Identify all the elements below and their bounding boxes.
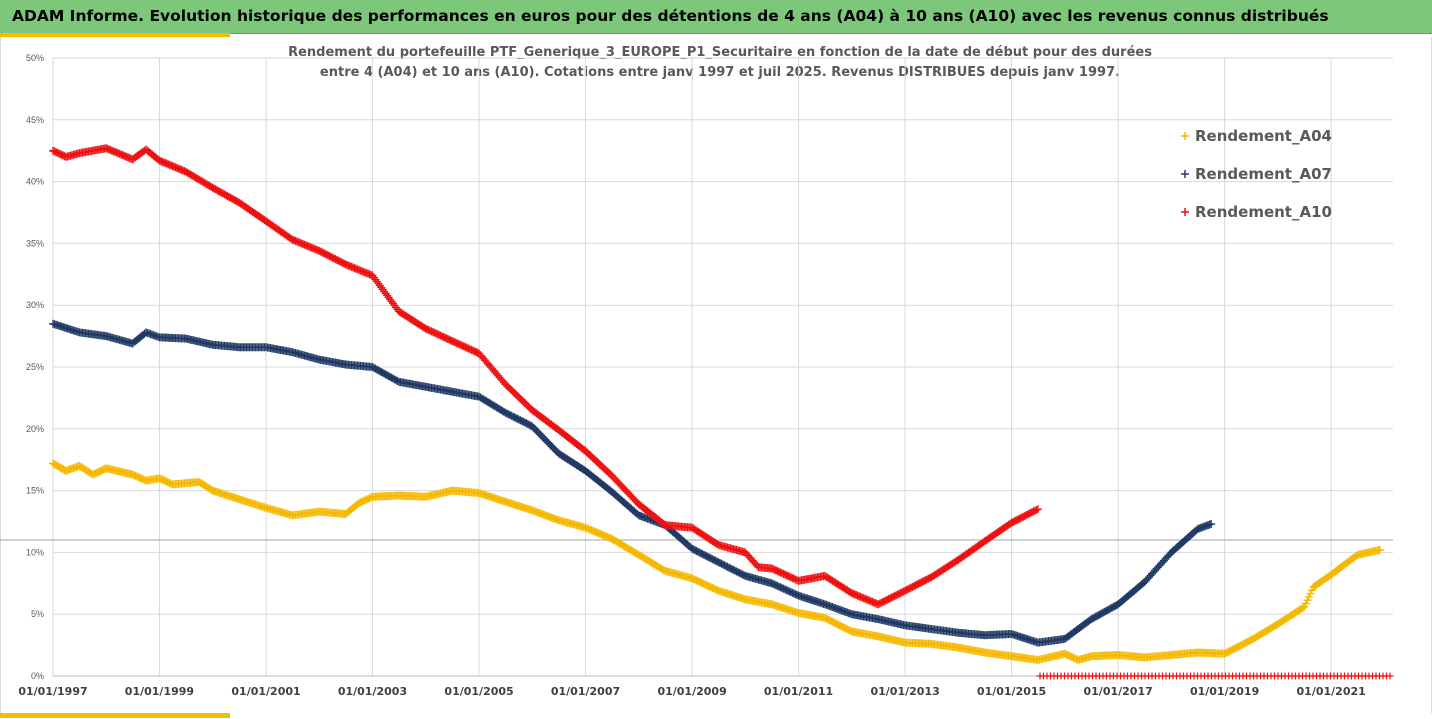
- legend-label: Rendement_A10: [1195, 203, 1332, 221]
- y-tick-label: 50%: [26, 53, 44, 63]
- chart-title-line-1: Rendement du portefeuille PTF_Generique_…: [288, 45, 1152, 60]
- accent-bar-top: [0, 33, 230, 37]
- y-tick-label: 20%: [26, 424, 44, 434]
- report-banner: ADAM Informe. Evolution historique des p…: [0, 0, 1432, 34]
- x-tick-label: 01/01/2003: [338, 685, 407, 698]
- data-point: [1298, 603, 1307, 612]
- data-point: [1375, 545, 1384, 554]
- series-rendement_a10-zero-markers: [1036, 672, 1394, 680]
- data-point: [1033, 505, 1042, 514]
- x-tick-label: 01/01/1997: [18, 685, 87, 698]
- accent-bar-bottom: [0, 713, 230, 718]
- y-tick-label: 40%: [26, 177, 44, 187]
- x-tick-label: 01/01/2009: [657, 685, 726, 698]
- x-tick-label: 01/01/2005: [444, 685, 513, 698]
- legend-marker: [1181, 170, 1189, 178]
- y-tick-label: 0%: [31, 671, 44, 681]
- x-tick-label: 01/01/2015: [977, 685, 1046, 698]
- data-point: [1207, 519, 1216, 528]
- data-point: [1386, 672, 1394, 680]
- y-tick-label: 10%: [26, 547, 44, 557]
- chart-title-line-2: entre 4 (A04) et 10 ans (A10). Cotations…: [320, 65, 1120, 80]
- legend-label: Rendement_A04: [1195, 127, 1332, 145]
- x-tick-label: 01/01/2007: [551, 685, 620, 698]
- x-tick-label: 01/01/2001: [231, 685, 300, 698]
- y-tick-label: 35%: [26, 238, 44, 248]
- x-tick-label: 01/01/2017: [1084, 685, 1153, 698]
- legend-label: Rendement_A07: [1195, 165, 1332, 183]
- legend-marker: [1181, 132, 1189, 140]
- data-point: [1032, 505, 1041, 514]
- x-tick-label: 01/01/2013: [870, 685, 939, 698]
- y-tick-label: 45%: [26, 115, 44, 125]
- y-tick-label: 25%: [26, 362, 44, 372]
- series-rendement_a10: [49, 144, 1042, 609]
- y-tick-label: 15%: [26, 486, 44, 496]
- y-tick-label: 5%: [31, 609, 44, 619]
- y-tick-label: 30%: [26, 300, 44, 310]
- legend-marker: [1181, 208, 1189, 216]
- series-rendement_a04: [49, 459, 1384, 664]
- x-tick-label: 01/01/2019: [1190, 685, 1259, 698]
- series-rendement_a07: [49, 319, 1216, 647]
- report-title: ADAM Informe. Evolution historique des p…: [12, 7, 1329, 25]
- x-tick-label: 01/01/1999: [125, 685, 194, 698]
- x-tick-label: 01/01/2021: [1297, 685, 1366, 698]
- x-tick-label: 01/01/2011: [764, 685, 833, 698]
